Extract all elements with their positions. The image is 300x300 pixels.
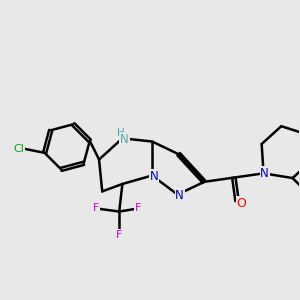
Text: N: N xyxy=(260,167,269,180)
Text: O: O xyxy=(236,196,246,210)
Text: F: F xyxy=(93,203,99,213)
Text: F: F xyxy=(135,203,142,213)
Text: N: N xyxy=(120,133,129,146)
Text: N: N xyxy=(150,170,159,183)
Text: N: N xyxy=(175,189,184,202)
Text: Cl: Cl xyxy=(14,144,25,154)
Text: F: F xyxy=(116,230,122,240)
Text: H: H xyxy=(118,128,125,138)
